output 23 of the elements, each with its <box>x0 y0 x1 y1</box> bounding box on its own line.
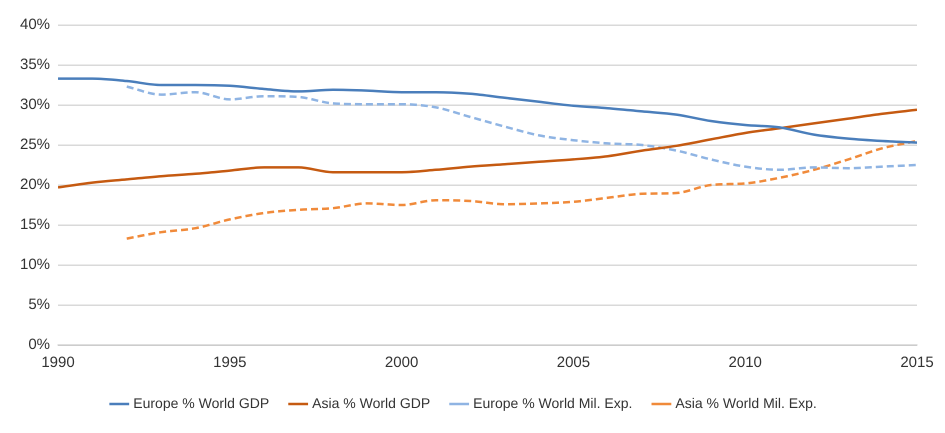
x-tick-label: 2000 <box>384 354 418 372</box>
line-series <box>58 108 917 189</box>
y-tick-label: 5% <box>28 296 50 314</box>
y-tick-label: 15% <box>20 216 50 234</box>
x-tick-label: 2015 <box>900 354 934 372</box>
y-tick-label: 25% <box>20 136 50 154</box>
legend-label: Europe % World GDP <box>133 394 270 411</box>
y-tick-label: 10% <box>20 256 50 274</box>
x-tick-label: 2010 <box>728 354 762 372</box>
y-tick-label: 20% <box>20 176 50 194</box>
y-tick-label: 40% <box>20 16 50 34</box>
x-tick-label: 2005 <box>556 354 590 372</box>
legend-label: Europe % World Mil. Exp. <box>473 394 632 411</box>
y-tick-label: 0% <box>28 336 50 354</box>
y-tick-label: 35% <box>20 56 50 74</box>
line-series <box>58 77 917 144</box>
x-tick-label: 1990 <box>41 354 75 372</box>
x-tick-label: 1995 <box>213 354 247 372</box>
line-series <box>125 140 917 240</box>
legend-label: Asia % World GDP <box>312 394 430 411</box>
line-series <box>125 85 917 172</box>
legend-label: Asia % World Mil. Exp. <box>675 394 817 411</box>
y-tick-label: 30% <box>20 96 50 114</box>
